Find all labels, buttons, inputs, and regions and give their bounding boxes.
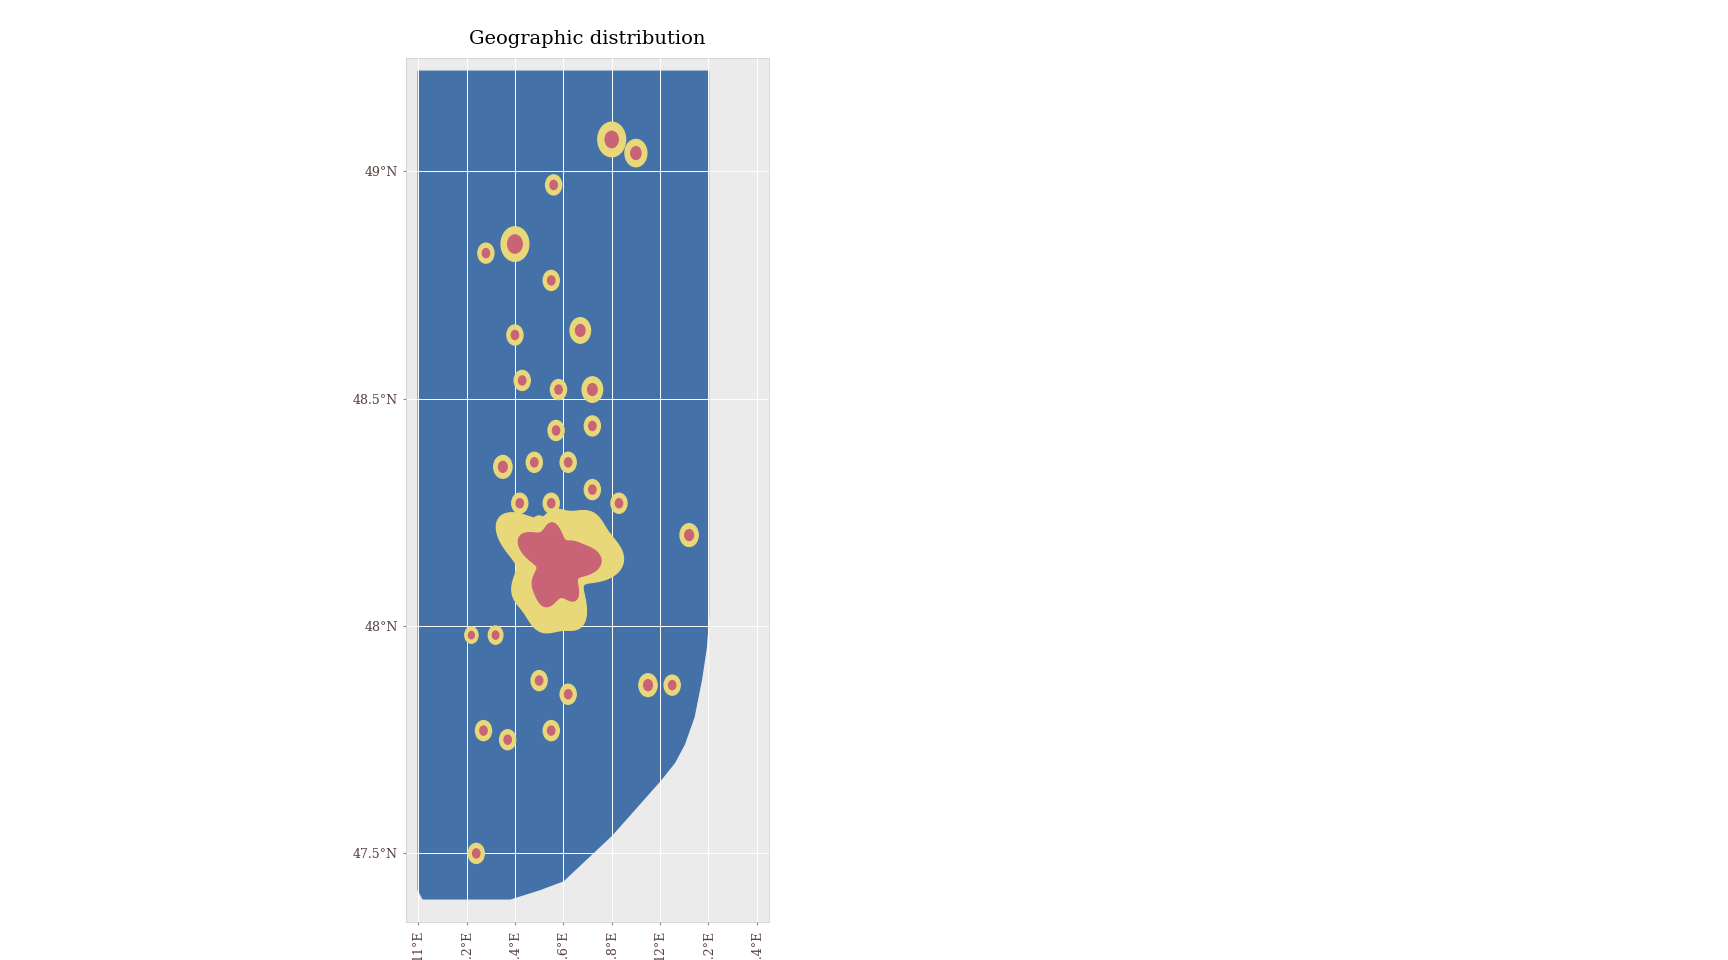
Ellipse shape (605, 132, 619, 148)
Ellipse shape (499, 730, 515, 750)
Ellipse shape (555, 385, 562, 395)
Ellipse shape (482, 249, 489, 257)
Ellipse shape (536, 541, 575, 592)
Ellipse shape (565, 458, 572, 467)
Ellipse shape (537, 550, 551, 566)
Ellipse shape (501, 227, 529, 261)
Ellipse shape (472, 849, 480, 858)
Ellipse shape (518, 376, 525, 385)
Ellipse shape (536, 676, 543, 685)
Ellipse shape (639, 674, 657, 697)
Ellipse shape (589, 421, 596, 430)
Ellipse shape (468, 632, 473, 638)
Ellipse shape (498, 462, 508, 472)
Ellipse shape (643, 680, 653, 690)
Ellipse shape (548, 276, 555, 285)
Ellipse shape (468, 844, 484, 863)
Ellipse shape (565, 550, 570, 557)
Ellipse shape (565, 531, 572, 540)
Ellipse shape (544, 552, 569, 582)
Polygon shape (496, 510, 624, 633)
Ellipse shape (548, 726, 555, 735)
Ellipse shape (543, 721, 560, 740)
Ellipse shape (511, 493, 527, 514)
Ellipse shape (562, 545, 575, 562)
Ellipse shape (584, 416, 600, 436)
Ellipse shape (506, 325, 524, 345)
Ellipse shape (560, 684, 575, 705)
Polygon shape (518, 523, 601, 607)
Ellipse shape (511, 330, 518, 340)
Ellipse shape (479, 243, 494, 263)
Ellipse shape (551, 379, 567, 399)
Ellipse shape (530, 516, 548, 536)
Ellipse shape (575, 324, 586, 336)
Ellipse shape (562, 526, 575, 544)
Ellipse shape (615, 498, 622, 508)
Ellipse shape (480, 726, 487, 735)
Ellipse shape (681, 524, 698, 546)
Ellipse shape (465, 627, 479, 643)
Ellipse shape (575, 512, 591, 532)
Ellipse shape (515, 371, 530, 391)
Ellipse shape (669, 681, 676, 689)
Ellipse shape (579, 516, 586, 526)
Ellipse shape (475, 721, 491, 740)
Ellipse shape (530, 458, 537, 467)
Ellipse shape (527, 452, 543, 472)
Ellipse shape (543, 493, 560, 514)
Ellipse shape (543, 271, 560, 291)
Ellipse shape (684, 530, 693, 540)
Ellipse shape (560, 452, 575, 472)
Ellipse shape (550, 180, 558, 189)
Ellipse shape (582, 377, 603, 402)
Ellipse shape (508, 235, 522, 253)
Ellipse shape (565, 689, 572, 699)
Ellipse shape (530, 671, 548, 690)
Ellipse shape (505, 735, 511, 744)
Ellipse shape (553, 426, 560, 435)
Ellipse shape (489, 626, 503, 644)
Polygon shape (418, 71, 708, 899)
Title: Geographic distribution: Geographic distribution (470, 30, 705, 48)
Ellipse shape (494, 455, 511, 478)
Ellipse shape (588, 384, 598, 396)
Ellipse shape (598, 122, 626, 156)
Ellipse shape (548, 420, 563, 441)
Ellipse shape (546, 175, 562, 195)
Ellipse shape (584, 480, 600, 499)
Ellipse shape (517, 498, 524, 508)
Ellipse shape (492, 631, 499, 639)
Ellipse shape (570, 318, 591, 343)
Ellipse shape (626, 139, 646, 167)
Ellipse shape (631, 147, 641, 159)
Ellipse shape (541, 554, 546, 562)
Ellipse shape (589, 485, 596, 494)
Ellipse shape (664, 675, 681, 695)
Ellipse shape (612, 493, 627, 514)
Ellipse shape (548, 498, 555, 508)
Ellipse shape (536, 521, 543, 531)
